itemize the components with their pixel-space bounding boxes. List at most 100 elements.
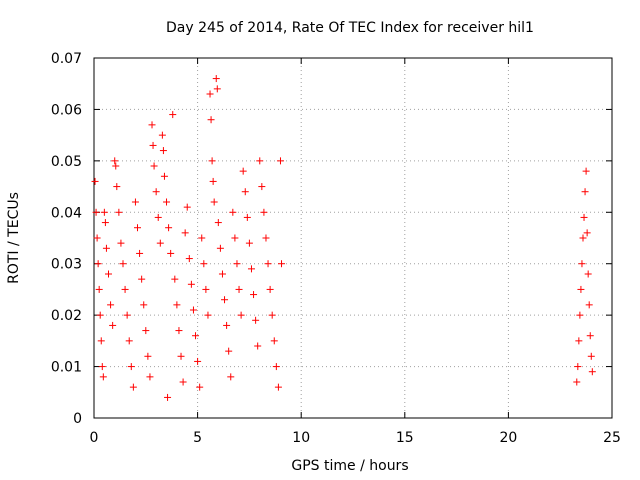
data-point <box>254 342 262 350</box>
data-point <box>264 260 272 268</box>
data-point <box>573 378 581 386</box>
data-point <box>231 234 239 242</box>
data-point <box>209 177 217 185</box>
data-point <box>107 301 115 309</box>
data-point <box>586 332 594 340</box>
data-point <box>98 363 106 371</box>
data-point <box>578 260 586 268</box>
data-point <box>212 75 220 83</box>
y-tick-label: 0.02 <box>51 308 82 324</box>
data-point <box>97 337 105 345</box>
data-point <box>216 244 224 252</box>
data-point <box>241 188 249 196</box>
data-point <box>125 337 133 345</box>
data-point <box>198 234 206 242</box>
data-point <box>91 177 99 185</box>
y-tick-label: 0.05 <box>51 154 82 170</box>
data-point <box>119 260 127 268</box>
data-point <box>225 347 233 355</box>
data-point <box>158 131 166 139</box>
data-point <box>276 157 284 165</box>
data-point <box>187 280 195 288</box>
data-point <box>250 291 258 299</box>
x-tick-label: 5 <box>193 430 202 446</box>
data-point <box>214 219 222 227</box>
data-point <box>111 157 119 165</box>
data-point <box>579 234 587 242</box>
data-point <box>268 311 276 319</box>
data-point <box>252 316 260 324</box>
data-point <box>574 363 582 371</box>
data-point <box>196 383 204 391</box>
data-point <box>189 306 197 314</box>
data-point <box>213 85 221 93</box>
data-point <box>150 162 158 170</box>
data-point <box>134 224 142 232</box>
data-point <box>584 270 592 278</box>
chart-grid <box>94 58 612 418</box>
data-point <box>156 239 164 247</box>
data-point <box>169 111 177 119</box>
data-point <box>270 337 278 345</box>
data-point <box>99 373 107 381</box>
data-point <box>218 270 226 278</box>
data-point <box>115 208 123 216</box>
data-point <box>152 188 160 196</box>
data-point <box>177 352 185 360</box>
axis-ticks <box>93 57 613 419</box>
data-point <box>575 337 583 345</box>
data-point <box>142 327 150 335</box>
data-point <box>576 311 584 319</box>
data-marks <box>91 75 596 401</box>
data-point <box>167 249 175 257</box>
data-point <box>146 373 154 381</box>
data-point <box>183 203 191 211</box>
y-tick-label: 0.03 <box>51 257 82 273</box>
data-point <box>101 219 109 227</box>
data-point <box>278 260 286 268</box>
data-point <box>245 239 253 247</box>
data-point <box>223 321 231 329</box>
data-point <box>171 275 179 283</box>
data-point <box>588 368 596 376</box>
y-tick-label: 0 <box>73 411 82 427</box>
x-tick-label: 25 <box>603 430 621 446</box>
y-axis-label: ROTI / TECUs <box>6 192 22 284</box>
data-point <box>175 327 183 335</box>
data-point <box>159 147 167 155</box>
data-point <box>262 234 270 242</box>
data-point <box>129 383 137 391</box>
data-point <box>160 172 168 180</box>
y-tick-label: 0.07 <box>51 51 82 67</box>
data-point <box>274 383 282 391</box>
data-point <box>207 116 215 124</box>
data-point <box>229 208 237 216</box>
data-point <box>102 244 110 252</box>
data-point <box>577 285 585 293</box>
data-point <box>582 167 590 175</box>
data-point <box>204 311 212 319</box>
data-point <box>260 208 268 216</box>
data-point <box>117 239 125 247</box>
x-tick-label: 20 <box>499 430 517 446</box>
data-point <box>173 301 181 309</box>
x-tick-label: 15 <box>396 430 414 446</box>
data-point <box>131 198 139 206</box>
plot-frame <box>93 57 613 419</box>
data-point <box>109 321 117 329</box>
data-point <box>266 285 274 293</box>
data-point <box>185 255 193 263</box>
data-point <box>272 363 280 371</box>
y-tick-label: 0.04 <box>51 205 82 221</box>
data-point <box>163 198 171 206</box>
y-tick-label: 0.06 <box>51 102 82 118</box>
data-point <box>208 157 216 165</box>
data-point <box>164 393 172 401</box>
data-point <box>112 162 120 170</box>
x-tick-labels: 0 5 10 15 20 25 <box>90 430 621 446</box>
data-point <box>235 285 243 293</box>
data-point <box>165 224 173 232</box>
data-point <box>181 229 189 237</box>
data-point <box>200 260 208 268</box>
data-point <box>100 208 108 216</box>
